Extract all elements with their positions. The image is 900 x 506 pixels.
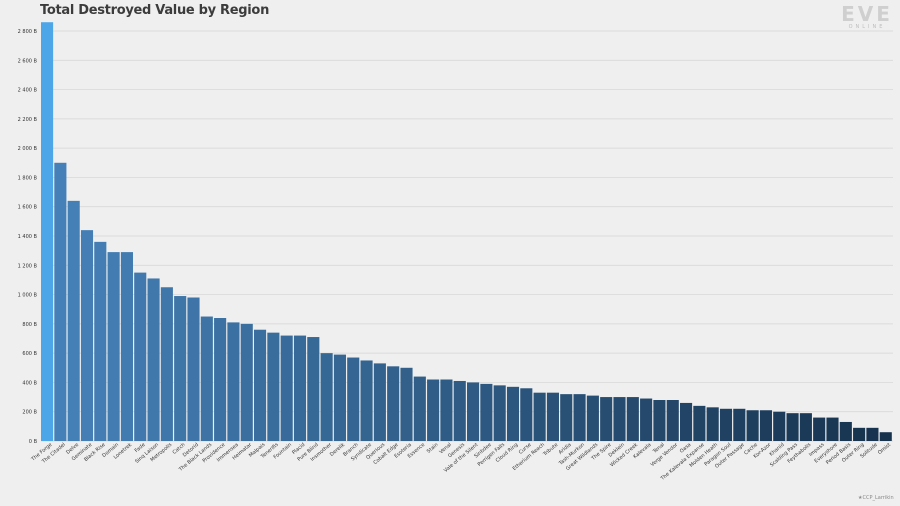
bar (866, 427, 879, 441)
bar (214, 318, 227, 441)
bar (254, 329, 267, 441)
bar (147, 278, 160, 441)
bar (467, 382, 480, 441)
bar (719, 408, 733, 441)
bar (307, 337, 320, 441)
bar (853, 427, 866, 441)
bar (706, 407, 719, 441)
bar (400, 367, 413, 441)
bar (80, 230, 94, 441)
y-tick-label: 1 800 B (18, 175, 38, 181)
bar (413, 376, 426, 441)
bar (134, 272, 147, 441)
bar (427, 379, 440, 441)
bar (453, 380, 466, 441)
bar (613, 397, 626, 441)
bar (480, 383, 493, 441)
y-tick-label: 2 400 B (18, 88, 38, 94)
bar (41, 22, 54, 441)
bar (839, 421, 852, 441)
y-tick-label: 1 000 B (18, 293, 38, 299)
bar (653, 400, 666, 441)
y-tick-label: 200 B (22, 410, 37, 416)
bar (54, 162, 67, 442)
bar (373, 363, 386, 441)
bar (293, 335, 307, 441)
x-category-label: Tribute (542, 442, 560, 458)
bar (107, 252, 120, 441)
bar (573, 394, 586, 441)
bar (120, 252, 133, 441)
bar (786, 413, 799, 441)
bar (187, 297, 200, 441)
y-tick-label: 800 B (22, 322, 37, 328)
eve-online-logo: EVE ONLINE (836, 2, 898, 32)
bar (320, 353, 333, 441)
bar (360, 360, 373, 441)
bar (826, 417, 839, 441)
logo-subtitle: ONLINE (848, 24, 886, 30)
y-tick-label: 2 600 B (18, 58, 38, 64)
bar (280, 335, 293, 441)
bar (174, 296, 187, 441)
bar (759, 410, 772, 441)
bar (879, 432, 892, 441)
bar (387, 366, 400, 441)
y-tick-label: 0 B (29, 439, 38, 445)
bar (626, 397, 639, 441)
bar (160, 287, 173, 441)
bar (333, 354, 346, 441)
bar (680, 402, 693, 441)
bar (200, 316, 213, 441)
bar (799, 413, 812, 441)
chart-title: Total Destroyed Value by Region (40, 3, 270, 18)
bar (347, 357, 360, 441)
bar (533, 392, 546, 441)
bar (440, 379, 453, 441)
bar (506, 386, 520, 441)
bar (94, 241, 107, 441)
y-axis-ticks: 0 B 200 B 400 B 600 B 800 B 1 000 B 1 200 B 1 4… (18, 29, 38, 445)
bar (227, 322, 240, 441)
bar (666, 400, 679, 441)
y-tick-label: 1 200 B (18, 263, 38, 269)
y-tick-label: 1 400 B (18, 234, 38, 240)
x-category-label: Stain (426, 442, 440, 455)
bar (693, 405, 706, 441)
y-tick-label: 1 600 B (18, 205, 38, 211)
bars (41, 22, 892, 442)
y-tick-label: 2 000 B (18, 146, 38, 152)
bar (67, 200, 80, 441)
y-tick-label: 2 800 B (18, 29, 38, 35)
logo-wordmark: EVE (841, 2, 893, 26)
bar (640, 398, 653, 441)
bar (813, 417, 826, 441)
bar (546, 392, 559, 441)
y-tick-label: 600 B (22, 351, 37, 357)
bar (240, 323, 253, 441)
bar (267, 332, 280, 441)
bar (733, 408, 746, 441)
bar (560, 394, 573, 441)
y-tick-label: 400 B (22, 380, 37, 386)
bar (520, 388, 533, 441)
bar (493, 385, 506, 441)
bar (600, 397, 613, 441)
bar (773, 411, 786, 441)
bar (586, 395, 599, 441)
twitter-credit: ★CCP_Larrikin (858, 495, 894, 501)
bar (746, 410, 759, 441)
x-category-label: Omist (877, 442, 892, 456)
y-tick-label: 2 200 B (18, 117, 38, 123)
